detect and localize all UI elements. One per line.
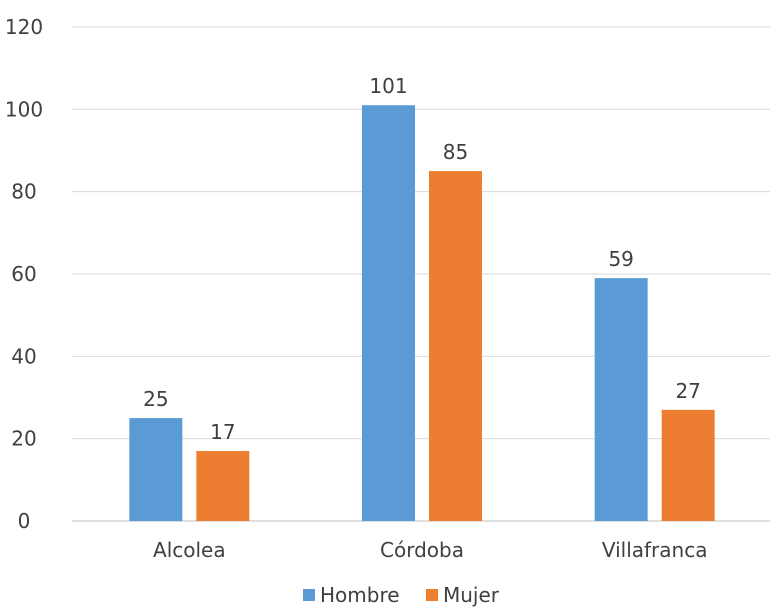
bar-hombre-1 — [362, 105, 415, 521]
category-label: Villafranca — [602, 538, 708, 562]
data-label: 17 — [210, 420, 235, 444]
bar-mujer-0 — [196, 451, 250, 521]
bars — [129, 105, 715, 522]
y-tick-label: 100 — [5, 97, 43, 121]
legend-swatch-hombre — [303, 589, 315, 601]
bar-hombre-0 — [129, 418, 183, 521]
y-tick-label: 20 — [11, 427, 36, 451]
category-label: Alcolea — [153, 538, 226, 562]
category-label: Córdoba — [380, 538, 464, 562]
gridlines — [72, 26, 770, 522]
y-tick-label: 40 — [11, 344, 36, 368]
y-tick-label: 60 — [11, 262, 36, 286]
data-label: 101 — [369, 74, 407, 98]
data-label: 85 — [443, 140, 468, 164]
y-tick-label: 120 — [5, 15, 43, 39]
bar-mujer-2 — [661, 409, 715, 521]
bar-mujer-1 — [429, 171, 482, 522]
legend-label: Hombre — [320, 583, 400, 607]
y-tick-label: 80 — [11, 180, 36, 204]
legend-swatch-mujer — [426, 589, 438, 601]
data-label: 59 — [608, 247, 633, 271]
y-axis-tick-labels: 0 20 40 60 80 100 120 — [5, 15, 43, 533]
data-label: 25 — [143, 387, 168, 411]
data-labels: 25 17 101 85 59 27 — [143, 74, 701, 444]
bar-hombre-2 — [594, 278, 648, 521]
legend-label: Mujer — [443, 583, 500, 607]
y-tick-label: 0 — [18, 509, 31, 533]
legend: Hombre Mujer — [303, 583, 500, 607]
x-axis-category-labels: Alcolea Córdoba Villafranca — [153, 538, 707, 562]
data-label: 27 — [675, 379, 700, 403]
